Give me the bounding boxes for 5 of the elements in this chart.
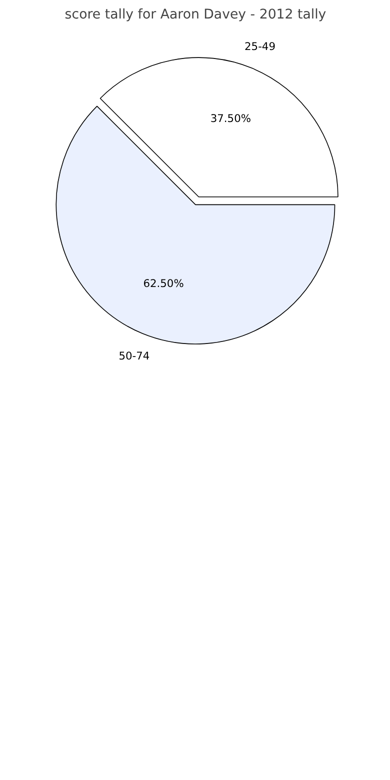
data-label: 37.50%: [210, 112, 252, 125]
slice-label: 25-49: [244, 40, 276, 54]
slice-label: 50-74: [118, 349, 150, 362]
data-label: 62.50%: [143, 276, 184, 290]
chart-title: score tally for Aaron Davey - 2012 tally: [64, 8, 326, 22]
